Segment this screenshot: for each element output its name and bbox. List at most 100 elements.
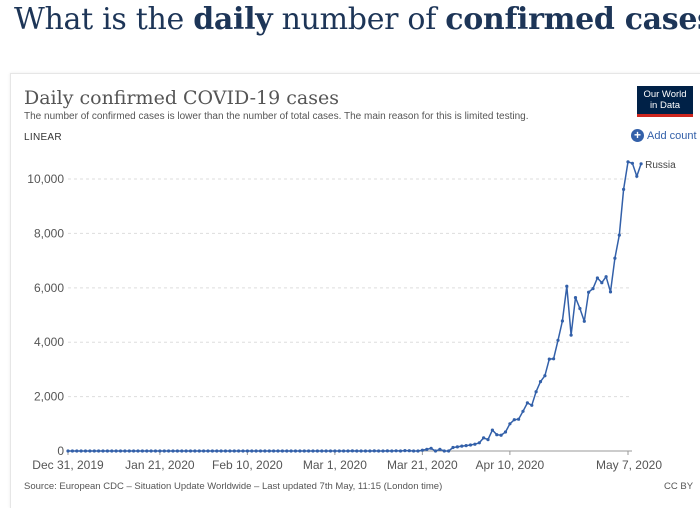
data-point[interactable]	[232, 449, 236, 453]
data-point[interactable]	[88, 449, 92, 453]
data-point[interactable]	[604, 275, 608, 279]
data-point[interactable]	[289, 449, 293, 453]
data-point[interactable]	[223, 449, 228, 453]
data-point[interactable]	[582, 319, 586, 323]
data-point[interactable]	[258, 449, 263, 453]
series-line-russia[interactable]	[68, 160, 642, 452]
data-point[interactable]	[425, 447, 429, 451]
data-point[interactable]	[608, 290, 613, 294]
data-point[interactable]	[79, 449, 83, 453]
data-point[interactable]	[245, 449, 249, 453]
data-point[interactable]	[442, 449, 446, 453]
data-point[interactable]	[525, 401, 530, 405]
data-point[interactable]	[433, 449, 438, 453]
data-point[interactable]	[237, 449, 241, 453]
data-point[interactable]	[158, 449, 162, 453]
data-point[interactable]	[508, 422, 512, 426]
data-point[interactable]	[591, 287, 595, 291]
data-point[interactable]	[127, 449, 131, 453]
data-point[interactable]	[162, 449, 166, 453]
data-point[interactable]	[482, 436, 486, 440]
data-point[interactable]	[521, 409, 525, 413]
data-point[interactable]	[342, 449, 346, 453]
data-point[interactable]	[202, 449, 206, 453]
data-point[interactable]	[324, 449, 328, 453]
data-point[interactable]	[315, 449, 319, 453]
data-point[interactable]	[455, 445, 459, 449]
data-point[interactable]	[635, 174, 639, 178]
data-point[interactable]	[250, 449, 254, 453]
data-point[interactable]	[210, 449, 214, 453]
data-point[interactable]	[219, 449, 223, 453]
owid-logo[interactable]: Our World in Data	[637, 86, 693, 117]
data-point[interactable]	[573, 296, 578, 300]
data-point[interactable]	[600, 281, 604, 285]
data-point[interactable]	[132, 449, 136, 453]
data-point[interactable]	[565, 284, 569, 288]
data-point[interactable]	[495, 433, 499, 437]
data-point[interactable]	[197, 449, 201, 453]
footer-license[interactable]: CC BY	[664, 481, 694, 492]
data-point[interactable]	[272, 449, 276, 453]
data-point[interactable]	[398, 449, 403, 453]
data-point[interactable]	[307, 449, 311, 453]
data-point[interactable]	[92, 449, 96, 453]
data-point[interactable]	[75, 449, 79, 453]
data-point[interactable]	[118, 449, 123, 453]
data-point[interactable]	[263, 449, 267, 453]
data-point[interactable]	[372, 449, 376, 453]
data-point[interactable]	[298, 449, 302, 453]
data-point[interactable]	[412, 449, 416, 453]
data-point[interactable]	[241, 449, 245, 453]
data-point[interactable]	[359, 449, 363, 453]
data-point[interactable]	[171, 449, 175, 453]
data-point[interactable]	[451, 445, 455, 450]
data-point[interactable]	[486, 438, 490, 442]
data-point[interactable]	[145, 449, 149, 453]
linear-scale-toggle[interactable]: LINEAR	[24, 132, 62, 143]
data-point[interactable]	[503, 430, 508, 434]
data-point[interactable]	[180, 449, 184, 453]
data-point[interactable]	[267, 449, 271, 453]
data-point[interactable]	[552, 357, 556, 361]
data-point[interactable]	[460, 444, 464, 448]
data-point[interactable]	[587, 290, 591, 294]
data-point[interactable]	[578, 306, 582, 311]
data-point[interactable]	[420, 448, 424, 452]
data-point[interactable]	[416, 449, 420, 453]
data-point[interactable]	[280, 449, 284, 453]
data-point[interactable]	[613, 256, 617, 260]
data-point[interactable]	[429, 446, 433, 450]
data-point[interactable]	[403, 449, 407, 453]
data-point[interactable]	[114, 449, 118, 453]
data-point[interactable]	[320, 449, 324, 453]
data-point[interactable]	[333, 449, 337, 453]
data-point[interactable]	[543, 374, 547, 378]
data-point[interactable]	[105, 449, 109, 453]
data-point[interactable]	[363, 449, 368, 453]
data-point[interactable]	[447, 449, 451, 453]
data-point[interactable]	[438, 447, 442, 451]
data-point[interactable]	[83, 449, 88, 453]
data-point[interactable]	[569, 333, 573, 337]
data-point[interactable]	[254, 449, 258, 453]
data-point[interactable]	[464, 444, 468, 448]
data-point[interactable]	[517, 417, 521, 421]
data-point[interactable]	[123, 449, 127, 453]
data-point[interactable]	[547, 357, 551, 361]
data-point[interactable]	[97, 449, 101, 453]
data-point[interactable]	[377, 449, 381, 453]
data-point[interactable]	[285, 449, 289, 453]
data-point[interactable]	[136, 449, 140, 453]
data-point[interactable]	[595, 276, 600, 280]
data-point[interactable]	[538, 380, 543, 384]
data-point[interactable]	[140, 449, 144, 453]
data-point[interactable]	[337, 449, 341, 453]
data-point[interactable]	[512, 418, 516, 422]
data-point[interactable]	[175, 449, 179, 453]
data-point[interactable]	[381, 449, 385, 453]
data-point[interactable]	[328, 449, 333, 453]
data-point[interactable]	[385, 449, 389, 453]
data-point[interactable]	[477, 441, 481, 445]
data-point[interactable]	[153, 449, 158, 453]
